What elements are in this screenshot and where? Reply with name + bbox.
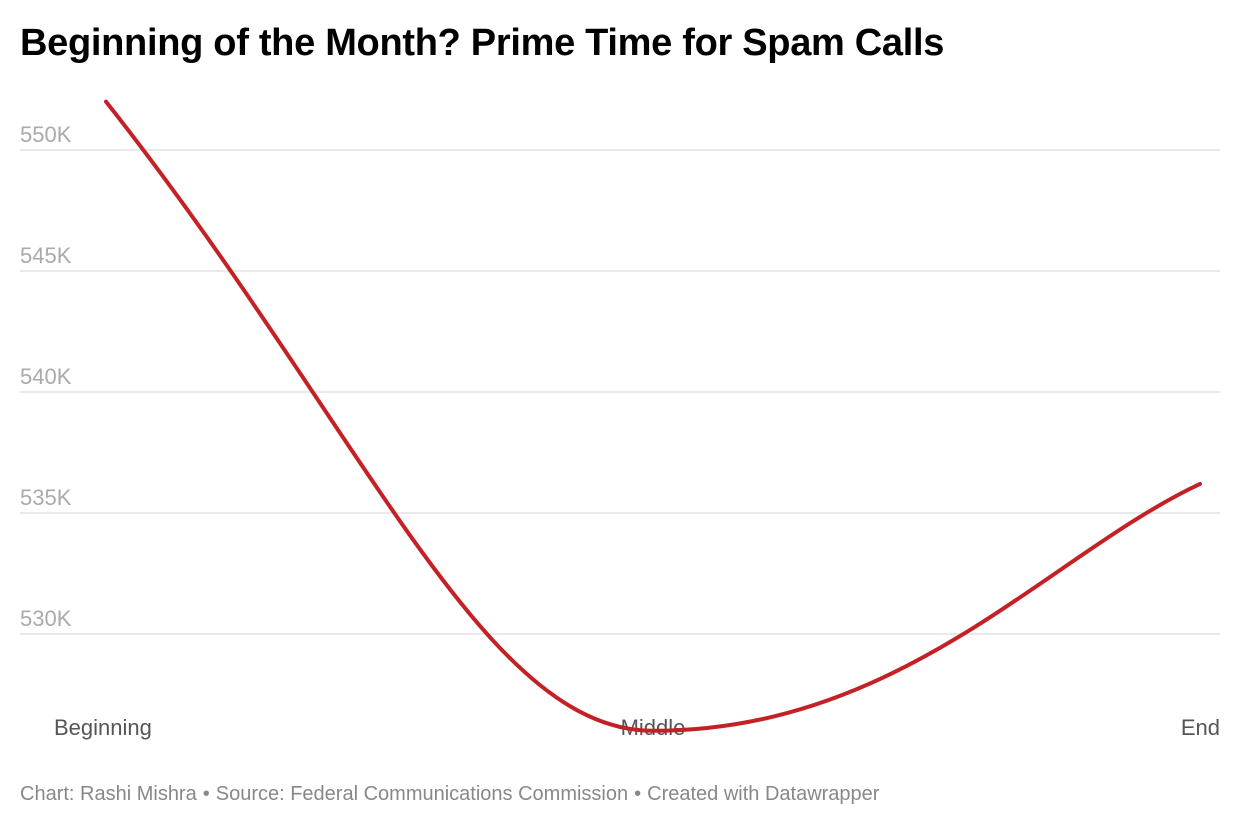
- series-line: [104, 99, 1202, 733]
- y-tick-label: 530K: [20, 606, 72, 631]
- x-tick-label: Beginning: [54, 715, 152, 740]
- gridlines: [20, 149, 1220, 635]
- y-tick-label: 540K: [20, 364, 72, 389]
- x-axis-ticks: Beginning Middle End: [54, 715, 1220, 740]
- chart-title: Beginning of the Month? Prime Time for S…: [20, 22, 945, 64]
- footer-author: Chart: Rashi Mishra: [20, 783, 197, 805]
- chart-footer: Chart: Rashi Mishra • Source: Federal Comm…: [20, 783, 879, 806]
- footer-separator: •: [634, 783, 642, 805]
- series-layer: [104, 99, 1202, 733]
- y-tick-label: 545K: [20, 243, 72, 268]
- x-tick-label: End: [1181, 715, 1220, 740]
- footer-separator: •: [202, 783, 210, 805]
- footer-tool: Created with Datawrapper: [647, 783, 880, 805]
- footer-source: Source: Federal Communications Commissio…: [215, 783, 629, 805]
- y-tick-label: 535K: [20, 485, 72, 510]
- y-tick-label: 550K: [20, 122, 72, 147]
- y-axis-ticks: 530K 535K 540K 545K 550K: [20, 122, 72, 631]
